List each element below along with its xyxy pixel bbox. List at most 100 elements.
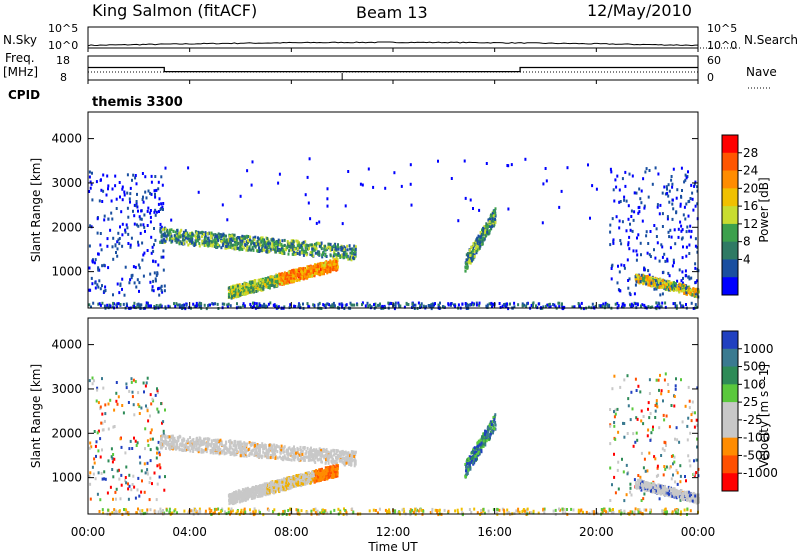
echo-cell <box>674 480 677 484</box>
echo-cell <box>561 302 563 306</box>
echo-cell <box>419 304 422 308</box>
echo-cell <box>667 283 670 287</box>
echo-cell <box>154 510 157 514</box>
echo-cell <box>676 471 679 475</box>
echo-cell <box>616 281 619 285</box>
echo-cell <box>266 237 269 240</box>
echo-cell <box>145 304 148 308</box>
echo-cell <box>325 458 327 461</box>
echo-cell <box>137 391 140 395</box>
echo-cell <box>637 206 640 210</box>
echo-cell <box>275 284 278 287</box>
echo-cell <box>249 302 252 306</box>
echo-cell <box>611 387 614 391</box>
echo-cell <box>558 507 560 511</box>
echo-cell <box>696 250 699 254</box>
echo-cell <box>384 508 387 512</box>
echo-cell <box>111 217 114 221</box>
echo-cell <box>676 438 679 442</box>
echo-cell <box>252 301 254 305</box>
echo-cell <box>618 188 621 192</box>
echo-cell <box>685 289 688 293</box>
echo-cell <box>171 443 174 447</box>
echo-cell <box>151 285 154 289</box>
echo-cell <box>681 289 684 293</box>
echo-cell <box>332 254 335 258</box>
echo-cell <box>330 266 333 270</box>
echo-cell <box>156 407 159 411</box>
echo-cell <box>464 269 467 273</box>
echo-cell <box>669 246 672 250</box>
echo-cell <box>319 511 321 515</box>
echo-cell <box>655 287 658 291</box>
echo-cell <box>162 232 165 236</box>
echo-cell <box>337 243 339 247</box>
echo-cell <box>267 243 270 247</box>
echo-cell <box>293 272 296 276</box>
echo-cell <box>274 240 277 244</box>
echo-cell <box>191 509 194 513</box>
echo-cell <box>246 286 249 290</box>
echo-cell <box>99 287 102 291</box>
echo-cell <box>666 279 669 283</box>
echo-cell <box>120 483 123 487</box>
echo-cell <box>129 200 131 204</box>
echo-cell <box>299 452 302 455</box>
echo-cell <box>695 458 698 462</box>
echo-cell <box>249 238 251 242</box>
echo-cell <box>127 482 129 486</box>
echo-cell <box>341 222 344 226</box>
echo-cell <box>350 303 353 307</box>
echo-cell <box>212 242 215 246</box>
echo-cell <box>157 202 160 206</box>
echo-cell <box>666 217 669 221</box>
echo-cell <box>475 301 478 305</box>
echo-cell <box>623 509 626 513</box>
echo-cell <box>267 278 270 282</box>
echo-cell <box>210 231 213 235</box>
echo-cell <box>498 508 501 512</box>
echo-cell <box>147 189 150 193</box>
echo-cell <box>656 205 659 209</box>
echo-cell <box>467 303 470 307</box>
echo-cell <box>306 302 309 306</box>
echo-cell <box>316 251 319 255</box>
echo-cell <box>212 511 215 515</box>
echo-cell <box>146 468 149 472</box>
echo-cell <box>220 235 223 239</box>
echo-cell <box>101 508 104 512</box>
echo-cell <box>654 409 657 413</box>
echo-cell <box>184 307 187 311</box>
echo-cell <box>639 475 642 479</box>
echo-cell <box>614 491 617 495</box>
echo-cell <box>208 442 211 446</box>
echo-cell <box>306 276 309 280</box>
echo-cell <box>153 243 155 247</box>
echo-cell <box>129 278 132 282</box>
echo-cell <box>679 204 682 208</box>
echo-cell <box>502 508 505 512</box>
echo-cell <box>635 249 638 253</box>
echo-cell <box>127 215 130 219</box>
echo-cell <box>335 256 338 260</box>
echo-cell <box>120 473 123 477</box>
echo-cell <box>388 511 391 515</box>
echo-cell <box>628 277 631 281</box>
echo-cell <box>324 305 327 309</box>
echo-cell <box>647 401 650 405</box>
echo-cell <box>115 391 118 395</box>
echo-cell <box>278 273 280 277</box>
echo-cell <box>109 304 112 308</box>
echo-cell <box>313 264 316 268</box>
echo-cell <box>294 276 297 279</box>
echo-cell <box>101 301 104 305</box>
echo-cell <box>139 461 142 465</box>
echo-cell <box>215 237 218 241</box>
echo-cell <box>176 303 179 307</box>
echo-cell <box>673 281 675 285</box>
echo-cell <box>235 247 238 250</box>
echo-cell <box>473 507 476 511</box>
echo-cell <box>632 432 635 436</box>
echo-cell <box>267 456 270 460</box>
echo-cell <box>437 159 439 163</box>
